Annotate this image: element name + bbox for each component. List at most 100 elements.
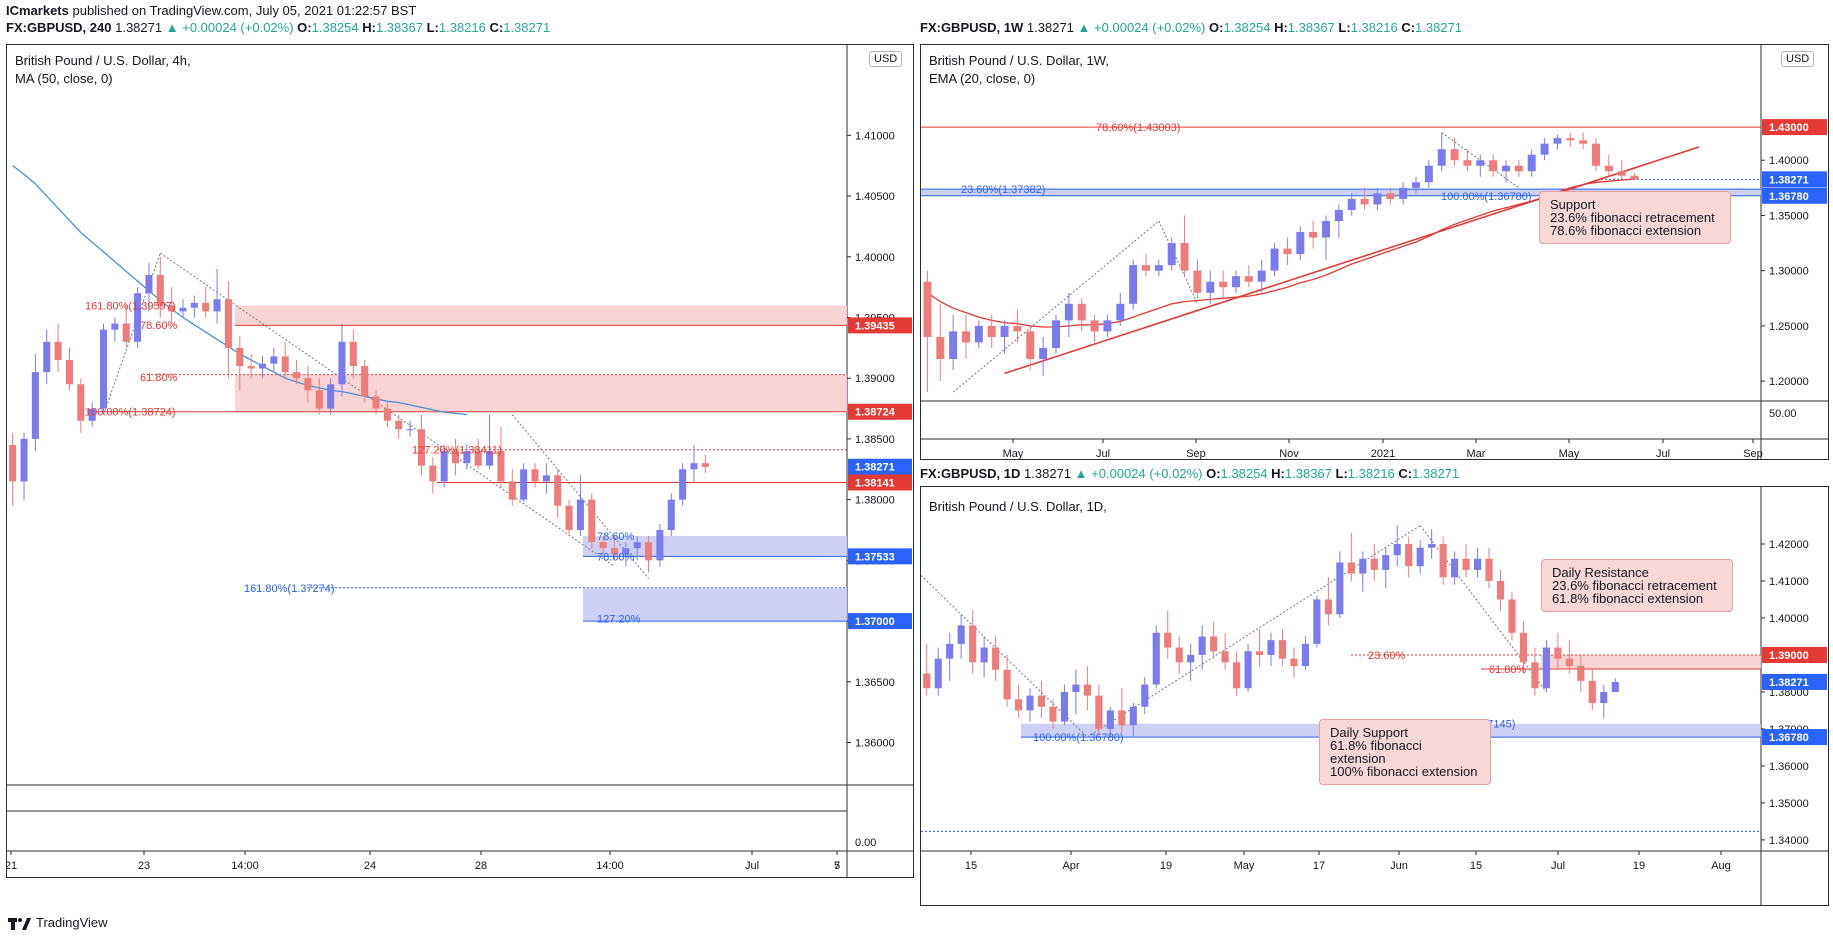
candle-body [1060, 691, 1068, 722]
candle-body [645, 542, 653, 561]
candle-body [1309, 232, 1318, 238]
candle-body [987, 325, 996, 337]
candle-body [1026, 695, 1034, 711]
candle-body [1399, 187, 1408, 199]
candle-body [111, 323, 119, 330]
candle-body [1296, 232, 1305, 255]
candle-body [679, 469, 687, 500]
candle-body [610, 548, 619, 555]
fib-level-label: 100.00%(1.36780) [1441, 191, 1532, 203]
fib-trend-line [952, 220, 1160, 393]
candle-body [247, 366, 255, 369]
price-label-box [1762, 673, 1827, 690]
price-label-box [848, 474, 912, 491]
candle-body [1129, 706, 1137, 726]
x-tick-label: 2021 [1371, 448, 1395, 459]
candle-body [1485, 558, 1493, 581]
fib-trend-line [103, 252, 161, 415]
currency-button[interactable]: USD [869, 51, 903, 67]
price-label: 1.38271 [1769, 677, 1809, 689]
candle-body [1462, 558, 1470, 570]
candle-body [1175, 647, 1183, 663]
x-tick-label: Jul [745, 860, 759, 872]
candle-body [361, 366, 369, 397]
candle-body [1463, 160, 1472, 166]
candle-body [1439, 543, 1447, 578]
candle-body [1611, 681, 1619, 692]
candle-body [667, 499, 675, 530]
h4-chart-svg[interactable]: 1.410001.405001.400001.395001.390001.385… [7, 45, 913, 877]
fib-level-label: 23.60% [1368, 650, 1406, 662]
candle-body [1210, 636, 1218, 652]
candle-body [202, 302, 210, 312]
candle-body [957, 625, 965, 644]
candle-body [1347, 562, 1355, 574]
up-arrow-icon: ▲ [165, 20, 179, 35]
currency-button[interactable]: USD [1781, 51, 1815, 67]
x-tick-label: 23 [138, 860, 150, 872]
x-tick-label: Jul [1656, 448, 1670, 459]
candle-body [1290, 658, 1298, 667]
candle-body [1451, 558, 1459, 578]
candle-body [451, 451, 460, 464]
fib-trend-line [1419, 525, 1547, 693]
chart-panel-d1[interactable]: 1.420001.410001.400001.380001.370001.360… [920, 486, 1829, 906]
candle-body [1386, 193, 1395, 199]
candle-body [1270, 248, 1279, 271]
candle-body [1257, 270, 1266, 282]
candle-body [1588, 680, 1596, 704]
candle-body [1514, 165, 1523, 172]
candle-body [383, 408, 391, 421]
fib-level-label: 78.60%(1.43003) [1096, 122, 1180, 134]
x-tick-label: 19 [1633, 860, 1645, 872]
candle-body [1600, 691, 1608, 704]
fib-level-label: 23.60%(1.37382) [961, 184, 1045, 196]
price-label-box [1762, 729, 1827, 746]
candle-body [270, 356, 278, 364]
candle-body [1565, 658, 1573, 667]
candle-body [1412, 182, 1420, 188]
chart-panel-w1[interactable]: 1.40000 1.35000 1.30000 1.25000 1.20000 50.00… [920, 44, 1829, 460]
trend-line [1004, 146, 1700, 375]
candle-body [923, 281, 932, 337]
x-tick-label: Aug [1711, 860, 1731, 872]
candle-body [1359, 558, 1367, 574]
candle-body [1118, 710, 1126, 726]
y-tick-label: 1.41000 [855, 130, 895, 142]
x-tick-label: 24 [364, 860, 376, 872]
chart-panel-h4[interactable]: 1.410001.405001.400001.395001.390001.385… [6, 44, 914, 878]
candle-body [1142, 265, 1150, 271]
candle-body [1039, 347, 1048, 360]
candle-body [599, 542, 607, 549]
x-tick-label: Nov [1279, 448, 1299, 459]
candle-body [1278, 640, 1287, 659]
candle-body [633, 542, 641, 549]
candle-body [372, 396, 380, 409]
fib-level-label: 161.80%(1.37274) [244, 583, 335, 595]
y-tick-label: 1.30000 [1769, 266, 1809, 278]
candle-body [1037, 695, 1046, 707]
y-tick-label: 1.40500 [855, 191, 895, 203]
published-text: published on TradingView.com, July 05, 2… [72, 3, 417, 18]
x-tick-label: 15 [965, 860, 977, 872]
candle-body [406, 429, 414, 431]
y-tick-label: 1.39000 [855, 373, 895, 385]
fib-level-label: 61.80% [140, 372, 178, 384]
candle-body [1360, 198, 1369, 205]
candle-body [224, 299, 232, 348]
candle-body [1193, 270, 1202, 293]
d1-chart-svg[interactable]: 1.420001.410001.400001.380001.370001.360… [921, 487, 1828, 905]
candle-body [1604, 165, 1613, 172]
candle-body [338, 341, 346, 385]
w1-chart-svg[interactable]: 1.40000 1.35000 1.30000 1.25000 1.20000 50.00… [921, 45, 1828, 459]
candle-body [1519, 632, 1528, 663]
candle-body [1476, 160, 1485, 166]
candle-body [20, 438, 28, 482]
candle-body [974, 325, 983, 343]
price-label: 1.36780 [1769, 732, 1809, 744]
candle-body [1233, 662, 1241, 689]
candle-body [1141, 684, 1149, 707]
fib-level-label: 127.20%(1.38411) [412, 445, 502, 457]
x-tick-label: May [1003, 448, 1024, 459]
candle-body [1014, 699, 1023, 711]
